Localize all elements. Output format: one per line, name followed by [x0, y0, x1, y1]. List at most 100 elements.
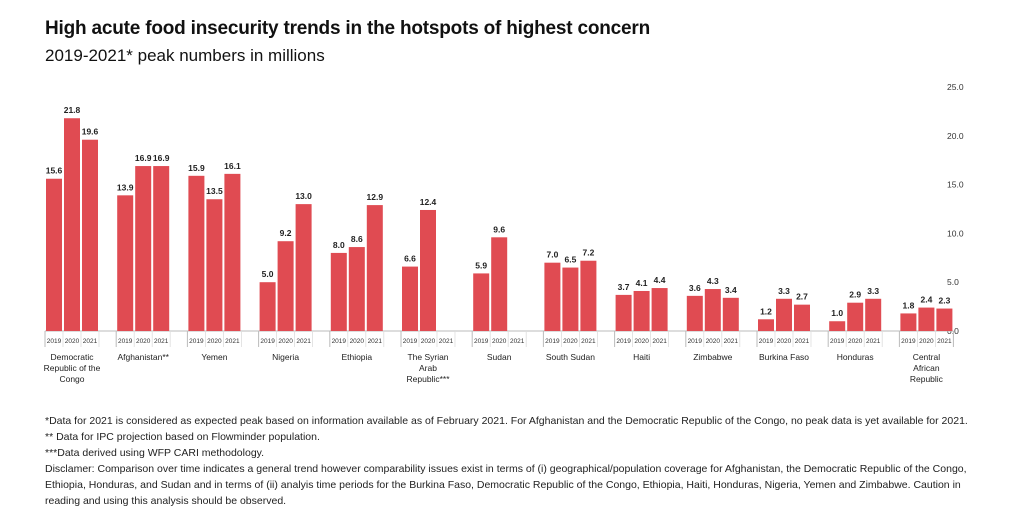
footnotes: *Data for 2021 is considered as expected… [45, 413, 975, 509]
year-tick-label: 2020 [421, 338, 436, 345]
bar-value-label: 12.9 [367, 192, 384, 202]
category-label: Nigeria [272, 352, 299, 362]
bar [188, 175, 205, 331]
bar [562, 267, 579, 331]
year-tick-label: 2021 [439, 338, 454, 345]
bar [651, 288, 668, 331]
bar-value-label: 9.6 [493, 224, 505, 234]
bar [722, 297, 739, 331]
bar-chart: 0.05.010.015.020.025.015.6201921.8202019… [44, 82, 964, 384]
year-tick-label: 2019 [901, 338, 916, 345]
y-tick-label: 15.0 [947, 180, 964, 190]
bar-value-label: 6.6 [404, 254, 416, 264]
bar [491, 237, 508, 331]
bar-value-label: 3.7 [618, 282, 630, 292]
bar [633, 290, 650, 331]
bar-value-label: 9.2 [280, 228, 292, 238]
bar-value-label: 8.6 [351, 234, 363, 244]
year-tick-label: 2021 [368, 338, 383, 345]
bar [544, 262, 561, 331]
year-tick-label: 2019 [189, 338, 204, 345]
bar [348, 247, 365, 331]
bar-value-label: 16.1 [224, 161, 241, 171]
year-tick-label: 2021 [937, 338, 952, 345]
y-tick-label: 10.0 [947, 228, 964, 238]
y-tick-label: 20.0 [947, 131, 964, 141]
bar-value-label: 13.9 [117, 182, 134, 192]
year-tick-label: 2020 [207, 338, 222, 345]
bar-value-label: 5.9 [475, 260, 487, 270]
bar [402, 266, 418, 331]
bar [420, 209, 436, 331]
category-label: The Syrian [407, 352, 448, 362]
bar-value-label: 4.3 [707, 276, 719, 286]
category-label: South Sudan [546, 352, 595, 362]
category-label: Congo [59, 374, 84, 384]
footnote-syria: ***Data derived using WFP CARI methodolo… [45, 447, 265, 459]
bar [259, 282, 276, 331]
bar-value-label: 1.2 [760, 306, 772, 316]
bar [64, 118, 80, 332]
y-tick-label: 25.0 [947, 82, 964, 92]
year-tick-label: 2021 [724, 338, 739, 345]
bar-value-label: 16.9 [135, 153, 152, 163]
bar [918, 307, 935, 331]
category-label: Republic*** [407, 374, 451, 384]
bar-value-label: 13.0 [295, 191, 312, 201]
year-tick-label: 2020 [848, 338, 863, 345]
bar [117, 195, 134, 331]
year-tick-label: 2021 [581, 338, 596, 345]
year-tick-label: 2021 [510, 338, 525, 345]
bar [758, 319, 774, 331]
bar-value-label: 8.0 [333, 240, 345, 250]
bar [704, 289, 721, 331]
disclaimer: Disclamer: Comparison over time indicate… [45, 463, 967, 507]
bar [900, 313, 917, 331]
bar [865, 298, 882, 331]
year-tick-label: 2019 [688, 338, 703, 345]
category-label: Burkina Faso [759, 352, 809, 362]
chart-title: High acute food insecurity trends in the… [45, 18, 651, 39]
category-label: Ethiopia [341, 352, 372, 362]
bar-value-label: 1.0 [831, 308, 843, 318]
bar [366, 205, 383, 331]
bar [936, 308, 953, 331]
bar [206, 199, 223, 331]
y-tick-label: 5.0 [947, 277, 959, 287]
year-tick-label: 2019 [830, 338, 845, 345]
bar-value-label: 7.0 [546, 250, 558, 260]
year-tick-label: 2020 [350, 338, 365, 345]
year-tick-label: 2020 [706, 338, 721, 345]
bar [46, 178, 62, 331]
bar-value-label: 15.9 [188, 163, 205, 173]
bar [82, 139, 98, 331]
year-tick-label: 2020 [777, 338, 792, 345]
bar [277, 241, 294, 331]
year-tick-label: 2019 [260, 338, 275, 345]
bar-value-label: 2.3 [938, 296, 950, 306]
year-tick-label: 2020 [278, 338, 293, 345]
bar-value-label: 3.3 [867, 286, 879, 296]
year-tick-label: 2021 [154, 338, 169, 345]
bar-value-label: 2.4 [920, 295, 932, 305]
bar-value-label: 13.5 [206, 186, 223, 196]
year-tick-label: 2020 [919, 338, 934, 345]
category-label: Arab [419, 363, 437, 373]
year-tick-label: 2019 [403, 338, 418, 345]
bar-value-label: 1.8 [902, 300, 914, 310]
category-label: Republic [910, 374, 944, 384]
category-label: Central [913, 352, 941, 362]
chart-subtitle: 2019-2021* peak numbers in millions [45, 46, 325, 65]
year-tick-label: 2021 [652, 338, 667, 345]
bar [473, 273, 490, 331]
bar-value-label: 5.0 [262, 269, 274, 279]
bar-value-label: 7.2 [582, 248, 594, 258]
bar-value-label: 12.4 [420, 197, 437, 207]
year-tick-label: 2019 [332, 338, 347, 345]
year-tick-label: 2021 [866, 338, 881, 345]
category-label: Sudan [487, 352, 512, 362]
bar-value-label: 4.1 [636, 278, 648, 288]
category-label: Afghanistan** [117, 352, 169, 362]
bar [224, 173, 241, 331]
bar-value-label: 3.6 [689, 283, 701, 293]
